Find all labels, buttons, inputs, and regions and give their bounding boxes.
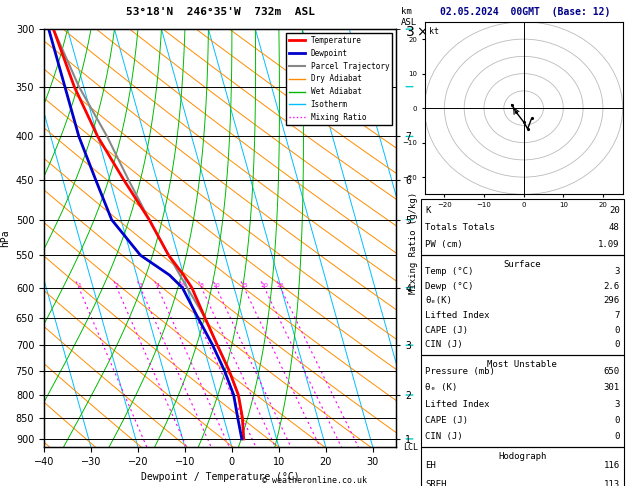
Text: 0: 0 [614,341,620,349]
Text: 650: 650 [603,367,620,376]
Text: 296: 296 [603,296,620,305]
X-axis label: Dewpoint / Temperature (°C): Dewpoint / Temperature (°C) [141,472,299,483]
Text: θₑ(K): θₑ(K) [425,296,452,305]
Text: 2: 2 [115,283,119,288]
Text: 0: 0 [614,432,620,441]
Text: 3: 3 [614,267,620,276]
Text: 48: 48 [609,223,620,232]
Text: CAPE (J): CAPE (J) [425,416,468,425]
Text: Lifted Index: Lifted Index [425,399,490,409]
Text: EH: EH [425,461,436,470]
Text: Most Unstable: Most Unstable [487,360,557,369]
Text: Dewp (°C): Dewp (°C) [425,281,474,291]
Legend: Temperature, Dewpoint, Parcel Trajectory, Dry Adiabat, Wet Adiabat, Isotherm, Mi: Temperature, Dewpoint, Parcel Trajectory… [286,33,392,125]
Text: 8: 8 [199,283,204,288]
Text: 53°18'N  246°35'W  732m  ASL: 53°18'N 246°35'W 732m ASL [126,7,314,17]
Text: 4: 4 [156,283,160,288]
Text: 1.09: 1.09 [598,240,620,249]
Text: 3: 3 [138,283,142,288]
Text: 25: 25 [277,283,284,288]
Text: 0: 0 [614,416,620,425]
Text: Hodograph: Hodograph [498,452,547,461]
Text: 6: 6 [181,283,185,288]
Text: CIN (J): CIN (J) [425,341,463,349]
Text: 1: 1 [77,283,81,288]
Text: © weatheronline.co.uk: © weatheronline.co.uk [262,476,367,485]
Text: 3: 3 [614,399,620,409]
Text: 301: 301 [603,383,620,392]
Text: CAPE (J): CAPE (J) [425,326,468,335]
Text: km
ASL: km ASL [401,7,418,27]
Text: 2.6: 2.6 [603,281,620,291]
Text: Pressure (mb): Pressure (mb) [425,367,495,376]
Text: 20: 20 [609,206,620,215]
Text: K: K [425,206,431,215]
Text: 02.05.2024  00GMT  (Base: 12): 02.05.2024 00GMT (Base: 12) [440,7,610,17]
Text: 15: 15 [240,283,248,288]
Text: θₑ (K): θₑ (K) [425,383,457,392]
Text: 7: 7 [614,311,620,320]
Text: 0: 0 [614,326,620,335]
Text: SREH: SREH [425,480,447,486]
Y-axis label: hPa: hPa [0,229,10,247]
Text: 113: 113 [603,480,620,486]
Text: Totals Totals: Totals Totals [425,223,495,232]
Text: Mixing Ratio (g/kg): Mixing Ratio (g/kg) [409,192,418,294]
Text: PW (cm): PW (cm) [425,240,463,249]
Text: Surface: Surface [504,260,541,269]
Text: kt: kt [428,27,438,36]
Text: CIN (J): CIN (J) [425,432,463,441]
Text: LCL: LCL [403,443,418,451]
Text: Lifted Index: Lifted Index [425,311,490,320]
Text: Temp (°C): Temp (°C) [425,267,474,276]
Text: 116: 116 [603,461,620,470]
Text: 20: 20 [260,283,269,288]
Text: 10: 10 [213,283,220,288]
